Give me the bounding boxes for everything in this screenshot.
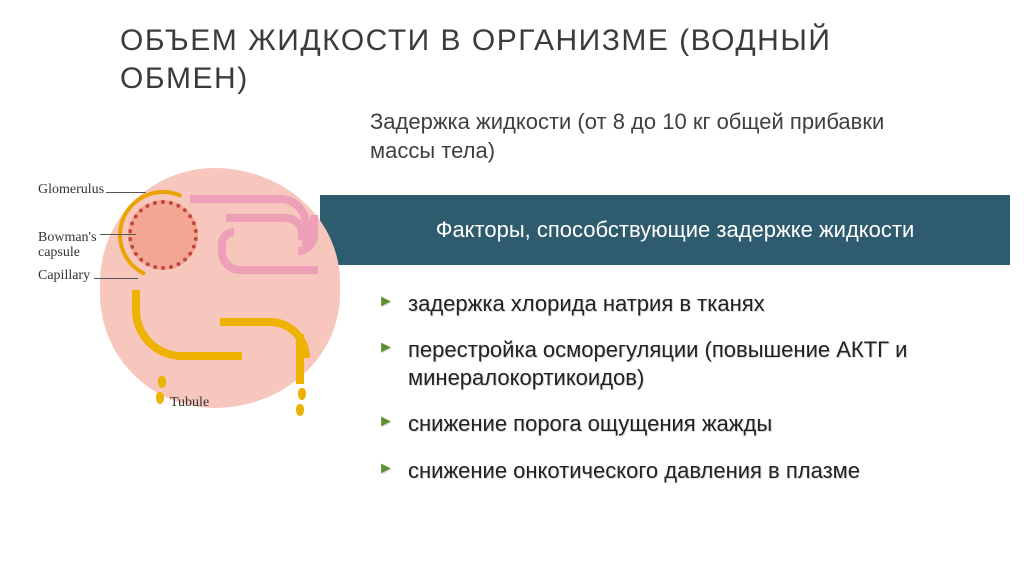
tubule-segment	[226, 214, 306, 240]
factors-heading-text: Факторы, способствующие задержке жидкост…	[436, 217, 915, 243]
label-text: Glomerulus	[38, 182, 104, 197]
label-text: Bowman's capsule	[38, 230, 97, 260]
bullet-item: задержка хлорида натрия в тканях	[378, 290, 978, 318]
fluid-drop-icon	[298, 388, 306, 400]
slide-title: ОБЪЕМ ЖИДКОСТИ В ОРГАНИЗМЕ (ВОДНЫЙ ОБМЕН…	[120, 22, 880, 97]
bullet-item: снижение онкотического давления в плазме	[378, 457, 978, 485]
label-text: Tubule	[170, 395, 209, 410]
nephron-diagram: Glomerulus Bowman's capsule Capillary Tu…	[20, 160, 360, 440]
bullet-item: снижение порога ощущения жажды	[378, 410, 978, 438]
factors-heading-band: Факторы, способствующие задержке жидкост…	[320, 195, 1010, 265]
label-bowman: Bowman's capsule	[38, 230, 108, 261]
glomerulus-icon	[128, 200, 198, 270]
leader-line	[100, 234, 136, 235]
label-tubule: Tubule	[170, 395, 209, 411]
label-capillary: Capillary	[38, 268, 90, 284]
slide: ОБЪЕМ ЖИДКОСТИ В ОРГАНИЗМЕ (ВОДНЫЙ ОБМЕН…	[0, 0, 1024, 574]
leader-line	[106, 192, 146, 193]
leader-line	[94, 278, 138, 279]
label-text: Capillary	[38, 268, 90, 283]
bullet-list: задержка хлорида натрия в тканях перестр…	[378, 290, 978, 503]
subtitle-text: Задержка жидкости (от 8 до 10 кг общей п…	[370, 108, 930, 165]
collecting-tubule	[296, 334, 316, 384]
fluid-drop-icon	[156, 392, 164, 404]
label-glomerulus: Glomerulus	[38, 182, 104, 198]
fluid-drop-icon	[158, 376, 166, 388]
fluid-drop-icon	[296, 404, 304, 416]
bullet-item: перестройка осморегуляции (повышение АКТ…	[378, 336, 978, 392]
